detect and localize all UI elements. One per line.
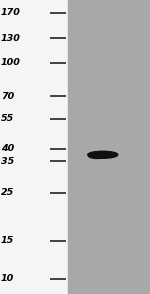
Text: 70: 70 bbox=[1, 92, 14, 101]
Text: 55: 55 bbox=[1, 114, 14, 123]
Text: 130: 130 bbox=[1, 34, 21, 43]
Text: 40: 40 bbox=[1, 144, 14, 153]
Ellipse shape bbox=[95, 153, 110, 156]
Text: 15: 15 bbox=[1, 236, 14, 245]
Text: 100: 100 bbox=[1, 58, 21, 67]
Ellipse shape bbox=[92, 152, 114, 157]
Text: 35: 35 bbox=[1, 157, 14, 166]
Ellipse shape bbox=[88, 151, 118, 158]
Text: 25: 25 bbox=[1, 188, 14, 197]
Text: 170: 170 bbox=[1, 8, 21, 17]
Bar bbox=[68, 0, 150, 294]
Bar bbox=[0, 0, 68, 294]
Text: 10: 10 bbox=[1, 274, 14, 283]
Ellipse shape bbox=[88, 153, 105, 158]
